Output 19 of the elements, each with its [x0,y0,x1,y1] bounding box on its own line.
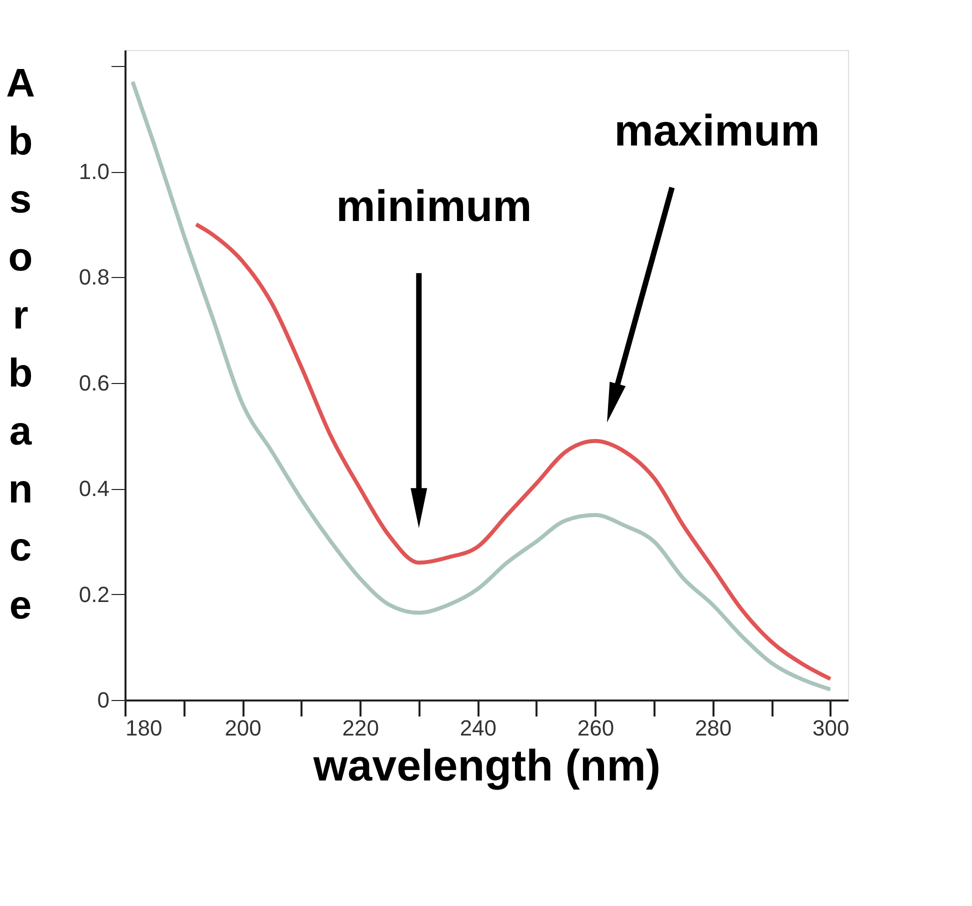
y-tick-label: 0.8 [78,264,110,290]
y-tick-label: 0.4 [78,476,110,502]
y-tick-label: 0.2 [78,582,110,607]
x-tick-label: 200 [224,716,262,740]
y-tick-label: 1.0 [78,159,110,184]
x-tick-label: 260 [577,716,614,740]
x-tick-label: 280 [694,716,732,740]
annotation: minimum [336,182,532,232]
y-tick-label: 0 [97,688,110,712]
line-series [130,80,832,692]
x-tick-label: 300 [812,716,850,740]
line-series [194,222,832,681]
y-tick-label: 0.6 [78,370,110,396]
x-tick-label: 180 [126,716,162,740]
x-axis-title: wavelength (nm) [312,742,661,790]
x-tick-label: 240 [460,716,497,740]
text: Absorbance [6,62,35,628]
x-tick-label: 220 [342,716,379,740]
annotation: maximum [614,106,820,156]
